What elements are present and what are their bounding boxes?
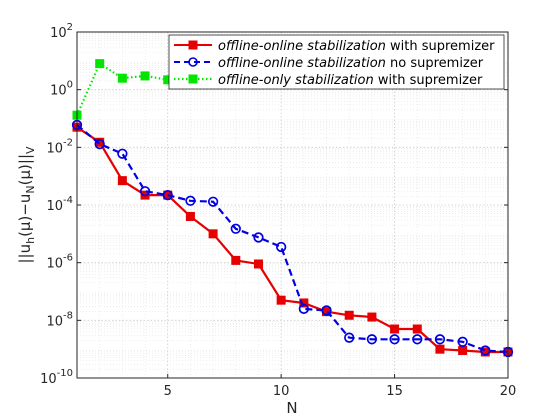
data-point [276, 241, 287, 253]
legend-marker-3 [188, 74, 198, 84]
data-point [139, 186, 151, 197]
legend-entry-1: offline-online stabilization with suprem… [174, 39, 495, 54]
legend-marker-2 [188, 57, 198, 67]
x-tick-labels: 5 10 15 20 [164, 384, 517, 399]
legend-box [168, 34, 505, 90]
legend-label-1: offline-online stabilization with suprem… [218, 39, 495, 54]
data-point [162, 189, 173, 201]
legend-marker-1 [188, 40, 198, 50]
data-point [253, 232, 264, 243]
data-point [434, 334, 446, 345]
legend-entry-2: offline-online stabilization no supremiz… [174, 56, 484, 71]
data-point [140, 71, 150, 81]
data-point [230, 223, 241, 234]
y-tick-label: 10-8 [46, 310, 73, 329]
data-point [390, 324, 400, 334]
data-point [389, 334, 400, 345]
data-point [208, 229, 218, 239]
data-point [299, 298, 309, 308]
data-point [412, 334, 423, 345]
data-point [344, 310, 354, 320]
y-tick-label: 10-4 [46, 195, 73, 214]
y-tick-label: 10-10 [40, 368, 73, 387]
y-tick-label: 10-6 [46, 253, 73, 272]
data-point [253, 259, 263, 269]
data-point [185, 195, 196, 206]
x-tick-label: 15 [386, 384, 403, 399]
data-point [207, 196, 219, 207]
x-axis-title: N [286, 399, 297, 417]
y-tick-labels: 10-10 10-8 10-6 10-4 10-2 100 102 [40, 22, 73, 387]
data-point [94, 138, 105, 150]
data-point [457, 336, 468, 347]
data-point [458, 345, 468, 355]
data-point [412, 324, 422, 334]
data-point [480, 345, 491, 356]
axis-ticks [77, 31, 509, 379]
x-tick-label: 20 [500, 384, 517, 399]
data-point [298, 303, 309, 315]
legend-label-3: offline-only stabilization with supremiz… [218, 73, 483, 88]
data-point [185, 211, 195, 221]
data-point [95, 59, 105, 69]
data-point [366, 334, 378, 345]
x-tick-label: 5 [164, 384, 172, 399]
plot-area [77, 32, 508, 378]
y-tick-label: 10-2 [46, 137, 73, 156]
data-point [321, 305, 332, 316]
data-point [435, 344, 445, 354]
data-point [117, 148, 128, 159]
data-point [367, 312, 377, 322]
y-tick-label: 100 [50, 80, 73, 99]
data-point [117, 73, 127, 83]
legend: offline-online stabilization with suprem… [168, 34, 505, 90]
legend-label-2: offline-online stabilization no supremiz… [218, 56, 484, 71]
data-point [344, 332, 355, 343]
data-point [276, 295, 286, 305]
data-point [117, 176, 127, 186]
y-tick-label: 102 [50, 22, 73, 41]
series-2 [71, 119, 514, 358]
legend-entry-3: offline-only stabilization with supremiz… [174, 73, 483, 88]
x-tick-label: 10 [273, 384, 290, 399]
data-point [231, 255, 241, 265]
y-axis-title: ||uh(μ)−uN(μ)||V [16, 146, 37, 264]
